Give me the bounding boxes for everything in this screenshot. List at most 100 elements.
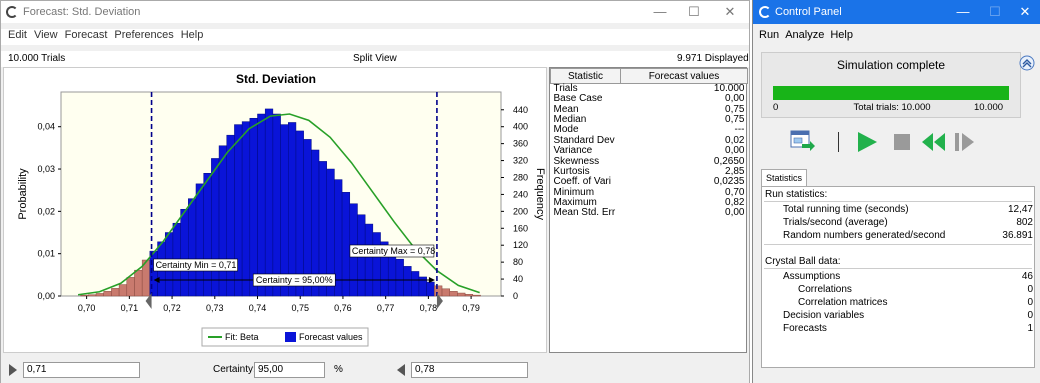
control-panel-titlebar[interactable]: Control Panel — ☐ ✕ (753, 0, 1040, 24)
col-statistic[interactable]: Statistic (550, 68, 621, 84)
col-forecast-values[interactable]: Forecast values (620, 68, 748, 84)
menu-view[interactable]: View (33, 29, 58, 41)
stat-value: 0,70 (725, 186, 745, 198)
y-tick-label: 0,04 (37, 122, 55, 132)
statistics-table: Statistic Forecast values Trials 10.000 Ba… (550, 68, 748, 219)
split-view-label[interactable]: Split View (353, 53, 397, 64)
x-tick-label: 0,73 (206, 303, 224, 313)
y2-tick-label: 240 (513, 189, 528, 199)
menu-run[interactable]: Run (759, 29, 780, 41)
menu-forecast[interactable]: Forecast (64, 29, 108, 41)
histogram-bar (218, 145, 227, 297)
certainty-min-label: Certainty Min = 0,71 (156, 260, 237, 270)
x-tick-label: 0,79 (462, 303, 480, 313)
forecast-window: Forecast: Std. Deviation — ☐ ✕ Edit View F… (0, 0, 750, 383)
y2-tick-label: 120 (513, 240, 528, 250)
histogram-bar (95, 293, 104, 297)
stat-name: Maximum (553, 197, 597, 209)
menu-edit[interactable]: Edit (8, 29, 27, 41)
minimize-icon[interactable]: — (653, 4, 667, 19)
control-panel-menubar: Run Analyze Help (753, 29, 1040, 45)
certainty-label: Certainty: (213, 364, 256, 375)
close-icon[interactable]: ✕ (1019, 4, 1031, 19)
toolbar-separator (838, 132, 839, 152)
histogram-bar (449, 291, 458, 297)
maximize-icon[interactable]: ☐ (688, 4, 700, 19)
minimize-icon[interactable]: — (956, 4, 970, 19)
menu-analyze[interactable]: Analyze (785, 29, 825, 41)
stat-row: Forecasts 1 (783, 323, 1033, 334)
forecast-titlebar[interactable]: Forecast: Std. Deviation — ☐ ✕ (1, 1, 749, 23)
stat-value: 10.000 (713, 83, 745, 94)
stat-name: Mean Std. Err (553, 207, 616, 219)
y2-tick-label: 280 (513, 172, 528, 182)
histogram-bar (149, 250, 158, 297)
menu-preferences[interactable]: Preferences (114, 29, 174, 41)
certainty-max-box (349, 244, 435, 258)
stat-row: Assumptions 46 (783, 271, 1033, 282)
collapse-icon[interactable] (1019, 55, 1035, 71)
step-icon[interactable] (954, 132, 976, 152)
y2-tick-label: 440 (513, 105, 528, 115)
tab-statistics[interactable]: Statistics (761, 169, 807, 187)
histogram-bar (118, 284, 128, 297)
right-grabber-icon[interactable] (397, 364, 405, 376)
play-icon[interactable] (856, 131, 878, 153)
menu-help[interactable]: Help (830, 29, 853, 41)
histogram-bar (295, 130, 304, 297)
certainty-input[interactable]: 95,00 (254, 362, 325, 378)
run-statistics-header: Run statistics: (765, 189, 828, 200)
y2-tick-label: 160 (513, 223, 528, 233)
chart-pane: Std. Deviation Certainty Min = 0,71 Certai… (3, 67, 547, 353)
stat-name: Mean (553, 103, 579, 115)
x-tick-label: 0,75 (291, 303, 309, 313)
stat-value: 2,85 (725, 165, 745, 177)
crystal-ball-data-header: Crystal Ball data: (765, 256, 841, 267)
stat-row: Correlations 0 (798, 284, 1033, 295)
progress-max: 10.000 (974, 102, 1004, 113)
histogram-bar (303, 139, 312, 297)
histogram-bar (80, 294, 89, 297)
right-certainty-input[interactable]: 0,78 (411, 362, 528, 378)
histogram-bar (111, 288, 120, 297)
x-tick-label: 0,71 (121, 303, 139, 313)
stat-row: Correlation matrices 0 (798, 297, 1033, 308)
certainty-label: Certainty = 95,00% (256, 275, 333, 285)
x-tick-label: 0,74 (249, 303, 267, 313)
y-axis-label: Probability (17, 168, 29, 220)
close-icon[interactable]: ✕ (724, 4, 736, 19)
stats-row: Median 0,75 (551, 114, 748, 125)
y2-tick-label: 40 (513, 274, 523, 284)
histogram-bar (88, 294, 97, 297)
run-statistics-panel: Run statistics: Total running time (seco… (761, 186, 1035, 368)
stats-row: Skewness 0,2650 (551, 156, 748, 166)
define-assumption-icon[interactable] (790, 130, 816, 154)
progress-min: 0 (773, 102, 779, 113)
reset-icon[interactable] (921, 132, 947, 152)
stat-name: Kurtosis (553, 165, 590, 177)
menu-help[interactable]: Help (180, 29, 204, 41)
legend-fit-label: Fit: Beta (225, 332, 259, 342)
stop-icon[interactable] (893, 133, 911, 151)
histogram-bar (426, 281, 435, 297)
statistics-pane: Statistic Forecast values Trials 10.000 Ba… (549, 67, 748, 353)
left-grabber-icon[interactable] (9, 364, 17, 376)
stat-name: Skewness (553, 155, 600, 167)
x-tick-label: 0,76 (334, 303, 352, 313)
stats-row: Mean Std. Err 0,00 (551, 208, 748, 218)
left-certainty-input[interactable]: 0,71 (23, 362, 140, 378)
histogram-bar (334, 179, 343, 297)
y-tick-label: 0,00 (37, 291, 55, 301)
progress-label: Total trials: 10.000 (853, 102, 931, 113)
histogram-bar (211, 158, 220, 297)
stats-row: Base Case 0,00 (551, 93, 748, 104)
legend-forecast-label: Forecast values (299, 332, 363, 342)
stat-value: --- (734, 124, 745, 136)
stat-value: 0,2650 (713, 155, 745, 167)
maximize-icon[interactable]: ☐ (989, 4, 1001, 19)
control-panel-title: Control Panel (775, 6, 842, 18)
y2-tick-label: 360 (513, 139, 528, 149)
stats-row: Trials 10.000 (551, 84, 748, 95)
stat-name: Minimum (553, 186, 595, 198)
progress-bar (773, 86, 1009, 100)
